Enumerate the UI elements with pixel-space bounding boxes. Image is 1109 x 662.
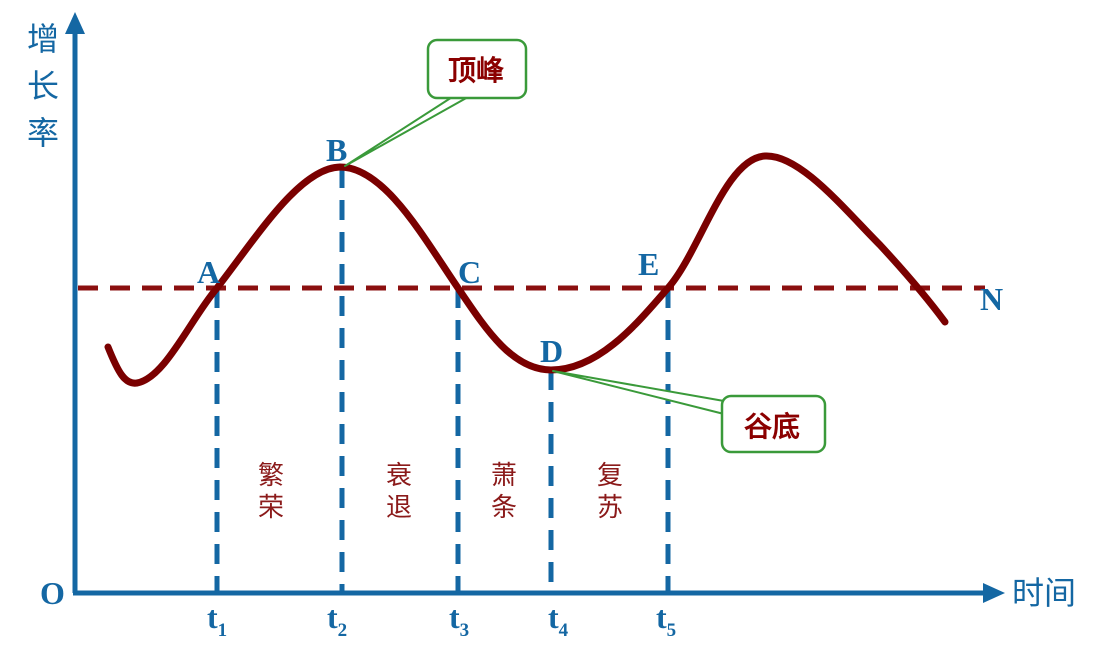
phase-label-recession-1: 衰 <box>386 461 412 491</box>
peak-callout-box <box>426 38 528 100</box>
phase-label-prosperity-1: 繁 <box>258 461 284 491</box>
phase-label-depression-1: 萧 <box>491 461 517 491</box>
reference-line-label: N <box>980 281 1003 317</box>
time-tick-t3: t3 <box>449 599 469 641</box>
trough-callout-pointer <box>552 370 725 415</box>
trough-callout-label: 谷底 <box>744 410 800 443</box>
trough-callout-box <box>720 394 827 454</box>
phase-label-recovery-1: 复 <box>597 461 623 491</box>
y-axis-label-char-1: 增 <box>27 20 59 58</box>
peak-callout-pointer <box>344 91 478 167</box>
phase-label-recovery-2: 苏 <box>597 493 623 523</box>
x-axis-arrow-icon <box>983 583 1005 603</box>
point-label-b: B <box>326 132 347 168</box>
phase-label-recession-2: 退 <box>386 493 412 523</box>
point-label-e: E <box>638 246 659 282</box>
time-tick-t5: t5 <box>656 599 676 641</box>
time-tick-t1: t1 <box>207 599 227 641</box>
point-label-c: C <box>458 254 481 290</box>
origin-label: O <box>40 575 65 611</box>
point-label-a: A <box>197 254 220 290</box>
x-axis-label: 时间 <box>1012 574 1076 612</box>
time-tick-t2: t2 <box>327 599 347 641</box>
phase-label-depression-2: 条 <box>491 493 517 523</box>
y-axis-label-char-2: 长 <box>27 67 59 105</box>
peak-callout-label: 顶峰 <box>448 54 504 87</box>
time-tick-t4: t4 <box>548 599 569 641</box>
point-label-d: D <box>540 333 563 369</box>
y-axis-arrow-icon <box>65 12 85 34</box>
phase-label-prosperity-2: 荣 <box>258 493 284 523</box>
cycle-curve <box>104 152 949 387</box>
y-axis-label-char-3: 率 <box>27 114 59 152</box>
